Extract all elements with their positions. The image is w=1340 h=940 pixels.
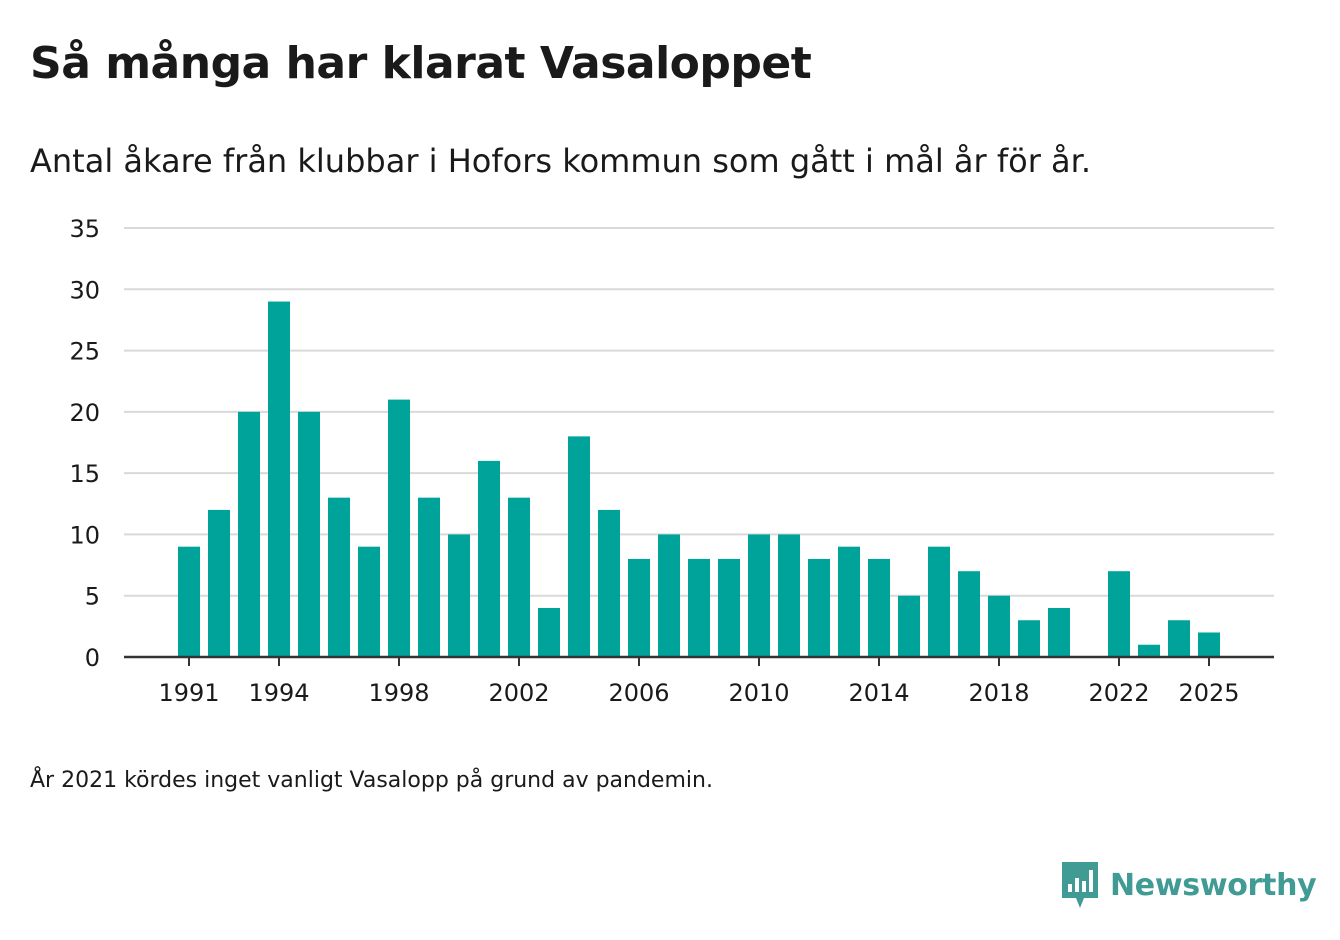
bar[interactable]: [418, 497, 440, 657]
bar[interactable]: [778, 534, 800, 657]
bar[interactable]: [988, 595, 1010, 657]
footnote: År 2021 kördes inget vanligt Vasalopp på…: [30, 768, 713, 793]
bar[interactable]: [718, 558, 740, 657]
y-tick-label: 30: [69, 276, 100, 304]
bar[interactable]: [1168, 620, 1190, 657]
bar[interactable]: [388, 399, 410, 657]
bar[interactable]: [598, 509, 620, 657]
x-tick-label: 1994: [248, 679, 309, 707]
bar[interactable]: [358, 546, 380, 657]
bar[interactable]: [748, 534, 770, 657]
x-tick-label: 2025: [1178, 679, 1239, 707]
bar[interactable]: [508, 497, 530, 657]
grid-lines: [124, 227, 1274, 597]
bar[interactable]: [298, 411, 320, 657]
x-tick-label: 1998: [368, 679, 429, 707]
bar[interactable]: [178, 546, 200, 657]
x-tick-label: 2014: [848, 679, 909, 707]
bar[interactable]: [538, 607, 560, 657]
bar[interactable]: [238, 411, 260, 657]
bar[interactable]: [1048, 607, 1070, 657]
bar[interactable]: [838, 546, 860, 657]
bar[interactable]: [1198, 632, 1220, 657]
x-tick-label: 2010: [728, 679, 789, 707]
y-axis-labels: 0 5 10 15 20 25 30 35: [69, 215, 100, 672]
bar[interactable]: [568, 436, 590, 657]
x-tick-label: 1991: [158, 679, 219, 707]
y-tick-label: 25: [69, 338, 100, 366]
x-tick-label: 2018: [968, 679, 1029, 707]
chart-subtitle: Antal åkare från klubbar i Hofors kommun…: [30, 142, 1092, 180]
bar[interactable]: [328, 497, 350, 657]
y-tick-label: 10: [69, 521, 100, 549]
brand-logo[interactable]: Newsworthy: [1060, 860, 1317, 910]
y-tick-label: 5: [85, 583, 100, 611]
bar[interactable]: [958, 571, 980, 657]
x-axis-ticks: 1991 1994 1998 2002 2006 2010 2014 2018 2022 2025: [158, 657, 1240, 707]
x-tick-label: 2022: [1088, 679, 1149, 707]
bar[interactable]: [868, 558, 890, 657]
chart-title: Så många har klarat Vasaloppet: [30, 38, 812, 89]
bar[interactable]: [208, 509, 230, 657]
bar[interactable]: [448, 534, 470, 657]
y-tick-label: 35: [69, 215, 100, 243]
x-tick-label: 2002: [488, 679, 549, 707]
bar[interactable]: [658, 534, 680, 657]
bar[interactable]: [688, 558, 710, 657]
bar[interactable]: [478, 460, 500, 657]
brand-name: Newsworthy: [1110, 867, 1317, 903]
bar[interactable]: [1018, 620, 1040, 657]
bar[interactable]: [628, 558, 650, 657]
bar[interactable]: [1108, 571, 1130, 657]
y-tick-label: 0: [85, 644, 100, 672]
bar[interactable]: [928, 546, 950, 657]
bar[interactable]: [808, 558, 830, 657]
bar[interactable]: [898, 595, 920, 657]
x-tick-label: 2006: [608, 679, 669, 707]
bar[interactable]: [268, 301, 290, 657]
bars: [178, 301, 1220, 657]
bar[interactable]: [1138, 644, 1160, 657]
y-tick-label: 15: [69, 460, 100, 488]
chart-speech-bubble-icon: [1062, 862, 1098, 908]
y-tick-label: 20: [69, 399, 100, 427]
